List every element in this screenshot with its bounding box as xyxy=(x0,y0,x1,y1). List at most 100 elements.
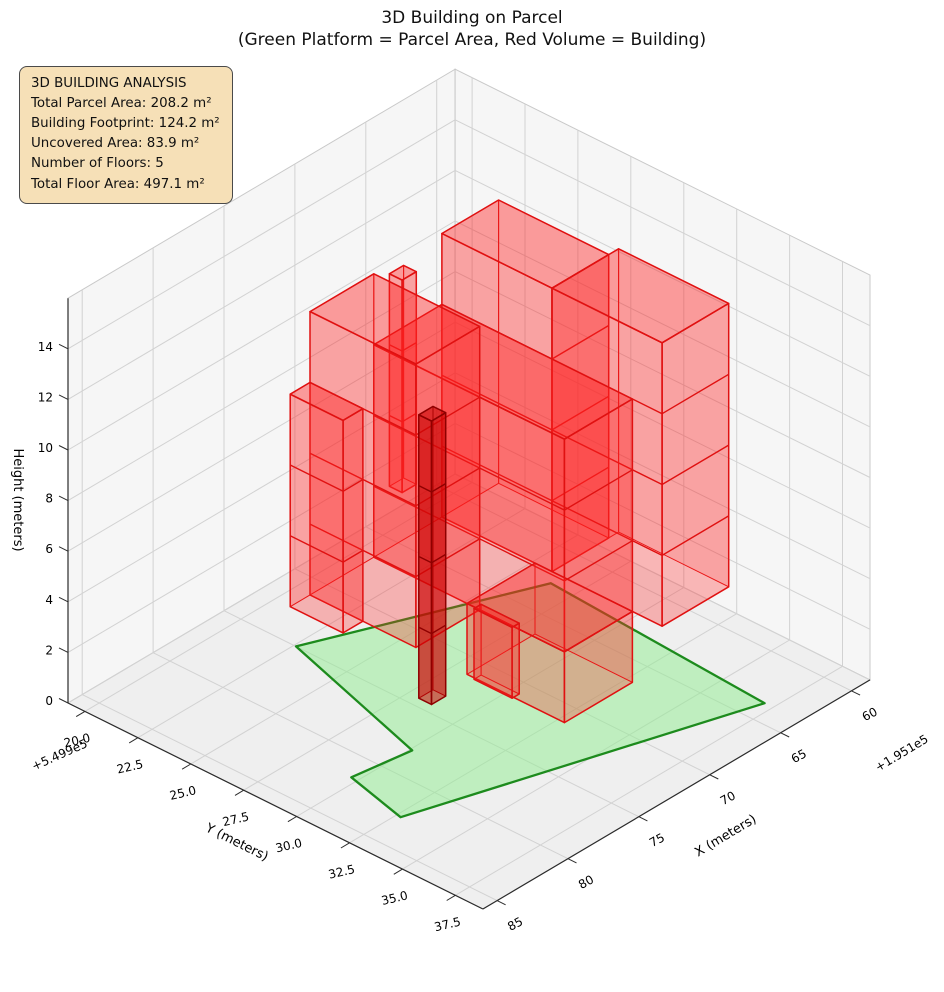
floor-division-line xyxy=(389,414,403,423)
z-tick xyxy=(58,394,69,400)
floor-grid-line xyxy=(137,508,526,739)
y-tick xyxy=(75,710,86,718)
floor-division-line xyxy=(661,444,730,486)
floor-division-line xyxy=(418,484,432,493)
x-tick xyxy=(851,690,861,696)
wall-grid-line xyxy=(454,169,871,377)
z-axis-label: Height (meters) xyxy=(10,448,25,551)
z-tick xyxy=(58,647,69,653)
wall-grid-line xyxy=(454,119,871,327)
y-tick-label: 30.0 xyxy=(274,836,303,856)
y-tick xyxy=(287,816,297,823)
x-tick-label: 85 xyxy=(505,914,525,934)
building-volume-core-fin xyxy=(418,405,447,706)
chart-title: 3D Building on Parcel (Green Platform = … xyxy=(0,7,944,52)
building-face-front-right xyxy=(511,622,520,699)
z-tick xyxy=(58,546,69,552)
floor-division-line xyxy=(441,374,553,431)
floor-grid-line xyxy=(81,694,498,902)
y-tick-label: 20.0 xyxy=(62,731,91,751)
z-tick-label: 8 xyxy=(45,492,53,506)
floor-division-line xyxy=(289,535,344,563)
x-offset-text: +1.951e5 xyxy=(873,732,931,775)
floor-division-line xyxy=(289,464,344,492)
y-tick-label: 35.0 xyxy=(380,888,409,908)
building-face-front-right xyxy=(342,407,364,634)
floor-grid-line xyxy=(84,481,473,712)
wall-grid-line xyxy=(454,220,871,428)
info-box-line: Total Floor Area: 497.1 m² xyxy=(31,176,205,192)
wall-grid-line xyxy=(67,372,456,603)
floor-grid-line xyxy=(455,665,843,896)
wall-grid-line xyxy=(67,169,456,400)
building-volume-small-wall xyxy=(473,603,520,699)
z-tick xyxy=(58,495,69,502)
y-tick xyxy=(446,894,456,901)
floor-division-line xyxy=(551,500,663,557)
floor-division-line xyxy=(401,341,417,352)
z-tick xyxy=(58,343,69,350)
info-box-line: Building Footprint: 124.2 m² xyxy=(31,116,220,132)
x-tick xyxy=(780,732,790,738)
floor-grid-line xyxy=(152,652,569,860)
y-tick xyxy=(234,789,244,796)
analysis-info-box: 3D BUILDING ANALYSIS Total Parcel Area: … xyxy=(19,66,233,204)
building-volume-upper-fin xyxy=(388,264,418,494)
x-axis-label: X (meters) xyxy=(692,812,759,860)
chart-title-line1: 3D Building on Parcel xyxy=(381,8,563,28)
y-tick-label: 37.5 xyxy=(433,915,462,935)
info-box-heading: 3D BUILDING ANALYSIS xyxy=(31,76,187,91)
floor-division-line xyxy=(551,395,610,431)
floor-division-line xyxy=(418,626,432,635)
wall-grid-line xyxy=(67,321,456,552)
info-box-line: Total Parcel Area: 208.2 m² xyxy=(31,96,212,112)
floor-division-line xyxy=(401,412,417,423)
floor-division-line xyxy=(551,429,663,486)
building xyxy=(289,199,730,724)
z-tick-label: 6 xyxy=(45,542,53,556)
x-axis-spine xyxy=(482,679,871,910)
y-axis-spine xyxy=(67,702,484,910)
x-tick xyxy=(567,858,577,864)
building-volume-left-low-step xyxy=(289,381,364,634)
floor-grid-line xyxy=(436,484,852,692)
floor-division-line xyxy=(389,344,403,352)
floor-division-line xyxy=(431,624,447,635)
y-tick xyxy=(393,868,403,875)
z-tick xyxy=(58,698,69,704)
y-tick xyxy=(181,763,192,770)
wall-grid-line xyxy=(67,422,456,653)
wall-grid-line xyxy=(67,220,456,451)
y-tick xyxy=(340,842,350,849)
floor-division-line xyxy=(441,445,553,502)
x-tick-label: 70 xyxy=(718,788,738,808)
floor-division-line xyxy=(342,478,364,492)
floor-division-line xyxy=(551,324,610,360)
building-face-front-left xyxy=(289,393,344,634)
x-tick xyxy=(496,900,506,906)
z-tick xyxy=(58,445,69,451)
x-tick-label: 60 xyxy=(860,705,880,725)
y-offset-text: +5.499e5 xyxy=(30,736,90,773)
y-tick-label: 22.5 xyxy=(115,757,144,777)
floor-division-line xyxy=(661,373,730,415)
tick-marks xyxy=(58,343,861,906)
y-tick-label: 32.5 xyxy=(327,862,356,882)
x-tick xyxy=(638,816,648,822)
x-tick-label: 80 xyxy=(576,872,596,892)
wall-grid-line xyxy=(67,271,456,502)
building-volume-right-block xyxy=(551,248,730,627)
x-tick-label: 75 xyxy=(647,830,667,850)
floor-division-line xyxy=(564,540,633,582)
y-tick-label: 27.5 xyxy=(221,810,250,830)
z-tick-label: 0 xyxy=(45,694,53,708)
y-axis-label: Y (meters) xyxy=(202,820,271,864)
floor-division-line xyxy=(373,414,565,511)
info-box-line: Number of Floors: 5 xyxy=(31,156,164,172)
y-tick-label: 25.0 xyxy=(168,783,197,803)
wall-grid-line xyxy=(67,473,456,704)
building-volume-ground-box xyxy=(466,562,634,724)
building-face-front-right xyxy=(401,270,418,494)
